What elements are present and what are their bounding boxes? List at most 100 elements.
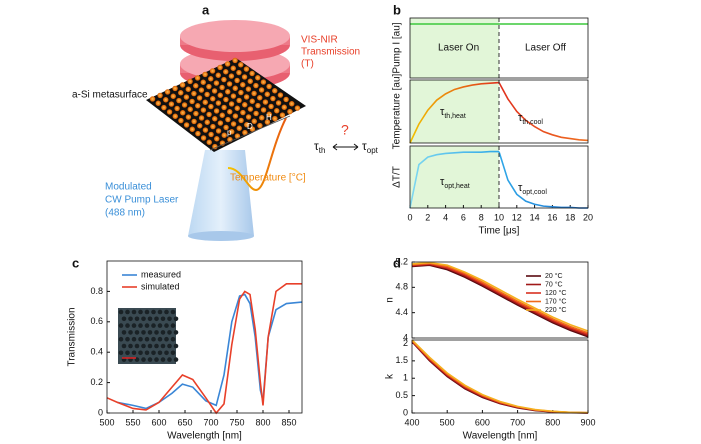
nanopillar	[168, 101, 175, 107]
x-tick-label: 750	[229, 417, 244, 427]
panel-label: b	[393, 2, 401, 17]
arrow	[332, 143, 359, 151]
sem-hole	[154, 357, 159, 362]
nanopillar	[189, 126, 195, 132]
nanopillar	[249, 126, 256, 132]
nanopillar	[243, 94, 250, 100]
nanopillar	[212, 116, 218, 122]
nanopillar	[287, 108, 293, 115]
nanopillar	[258, 87, 265, 93]
nanopillar	[255, 75, 261, 81]
sem-hole	[164, 309, 169, 315]
nanopillar	[244, 122, 250, 128]
label: Modulated	[105, 182, 152, 193]
y-axis-label: n	[385, 297, 396, 303]
sem-hole	[160, 357, 166, 362]
nanopillar	[230, 65, 236, 71]
nanopillar	[193, 83, 199, 89]
sem-hole	[131, 309, 137, 315]
x-tick-label: 800	[545, 417, 560, 427]
nanopillar	[234, 77, 240, 84]
x-tick-label: 400	[404, 417, 419, 427]
nanopillar	[197, 123, 203, 129]
nanopillar	[240, 82, 246, 88]
nanopillar	[211, 88, 218, 94]
sem-hole	[160, 330, 166, 335]
label: D	[247, 122, 253, 131]
series-line	[409, 81, 500, 144]
y-tick-label: 0.5	[395, 390, 408, 400]
annotation-sub: opt,cool	[522, 189, 547, 196]
nanopillar	[223, 69, 229, 75]
plot-frame	[409, 79, 589, 144]
shaded-region	[410, 146, 499, 208]
x-tick-label: 600	[475, 417, 490, 427]
nanopillar	[257, 122, 263, 129]
series-line	[498, 82, 589, 142]
sem-hole	[167, 343, 172, 349]
sem-hole	[170, 323, 176, 328]
label: Temperature [°C]	[230, 173, 306, 184]
x-tick-label: 850	[281, 417, 296, 427]
nanopillar	[283, 96, 289, 103]
x-tick-label: 650	[177, 417, 192, 427]
nanopillar	[187, 106, 193, 112]
y-tick-label: 2	[403, 338, 408, 348]
sem-hole	[167, 357, 172, 362]
nanopillar	[208, 131, 214, 138]
nanopillar	[208, 103, 214, 110]
sem-hole	[118, 309, 124, 315]
x-axis-label: Wavelength [nm]	[167, 431, 242, 442]
y-tick-label: 0	[403, 407, 408, 417]
nanopillar	[187, 78, 193, 85]
nanopillar	[277, 92, 284, 98]
sem-hole	[154, 316, 159, 322]
nanopillar	[214, 136, 220, 142]
label: (488 nm)	[105, 208, 145, 219]
sem-hole	[157, 350, 163, 356]
series-line	[106, 283, 302, 415]
sem-hole	[157, 309, 163, 315]
x-tick-label: 600	[151, 417, 166, 427]
y-tick-label: 5.2	[395, 256, 408, 266]
sem-hole	[131, 350, 137, 356]
sem-hole	[128, 330, 133, 335]
x-tick-label: 20	[583, 212, 593, 222]
nanopillar	[210, 123, 216, 130]
sem-hole	[170, 350, 176, 356]
sem-inset	[118, 308, 179, 364]
x-tick-label: 14	[530, 212, 540, 222]
nanopillar	[178, 90, 184, 96]
x-axis-label: Time [μs]	[479, 226, 520, 237]
disk	[180, 20, 290, 61]
sem-hole	[147, 343, 153, 349]
sem-hole	[173, 343, 179, 349]
nanopillar	[202, 71, 208, 78]
annotation-symbol: τ	[440, 176, 445, 188]
legend-label: 70 °C	[545, 280, 563, 288]
nanopillar	[253, 110, 259, 117]
sem-hole	[164, 323, 169, 328]
sem-hole	[173, 330, 179, 335]
annotation-sub: th,heat	[444, 113, 465, 120]
nanopillar	[213, 108, 220, 114]
nanopillar	[181, 102, 188, 108]
nanopillar	[155, 100, 161, 106]
nanopillar	[157, 92, 163, 99]
nanopillar	[149, 96, 156, 102]
legend-label: simulated	[141, 281, 180, 291]
nanopillar	[257, 95, 263, 101]
nanopillar	[230, 93, 237, 99]
nanopillar	[242, 102, 248, 108]
question: ?	[341, 122, 349, 138]
nanopillar	[260, 107, 267, 113]
series-line	[411, 261, 589, 332]
nanopillar	[249, 98, 255, 104]
annotation-sub: th,cool	[522, 119, 543, 126]
nanopillar	[236, 69, 242, 76]
nanopillar	[232, 85, 238, 91]
plot-frame	[106, 260, 303, 414]
nanopillar	[206, 111, 212, 118]
nanopillar	[208, 76, 214, 82]
